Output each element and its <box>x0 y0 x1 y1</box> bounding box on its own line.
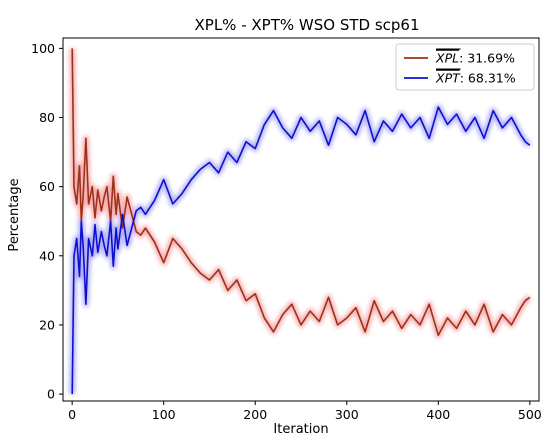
series-xpt-highlight <box>69 104 532 395</box>
series-xpl-line <box>71 48 531 337</box>
legend: XPL: 31.69% XPT: 68.31% <box>395 43 535 91</box>
y-tick-label: 60 <box>39 179 55 194</box>
x-tick-label: 400 <box>426 407 450 422</box>
legend-series-value: : 31.69% <box>459 51 515 66</box>
legend-series-value: : 68.31% <box>460 71 516 86</box>
y-tick-label: 40 <box>39 248 55 263</box>
legend-series-name: XPL <box>435 51 459 66</box>
y-tick-label: 0 <box>47 387 55 402</box>
y-axis-label: Percentage <box>7 178 22 251</box>
y-tick-label: 100 <box>31 41 55 56</box>
x-tick-label: 100 <box>152 407 176 422</box>
x-tick-label: 300 <box>335 407 359 422</box>
series-xpl-highlight <box>69 48 532 339</box>
x-tick-label: 200 <box>243 407 267 422</box>
legend-series-name: XPT <box>435 71 461 86</box>
legend-label-xpt: XPT: 68.31% <box>435 71 516 86</box>
series-xpt-line <box>71 106 531 395</box>
legend-box <box>395 43 535 91</box>
x-tick-label: 500 <box>518 407 542 422</box>
plot-frame <box>62 37 540 402</box>
y-tick-label: 20 <box>39 317 55 332</box>
x-tick-label: 0 <box>68 407 76 422</box>
x-axis-label: Iteration <box>273 422 328 437</box>
legend-label-xpl: XPL: 31.69% <box>435 51 515 66</box>
y-tick-label: 80 <box>39 110 55 125</box>
chart-title: XPL% - XPT% WSO STD scp61 <box>195 16 420 34</box>
